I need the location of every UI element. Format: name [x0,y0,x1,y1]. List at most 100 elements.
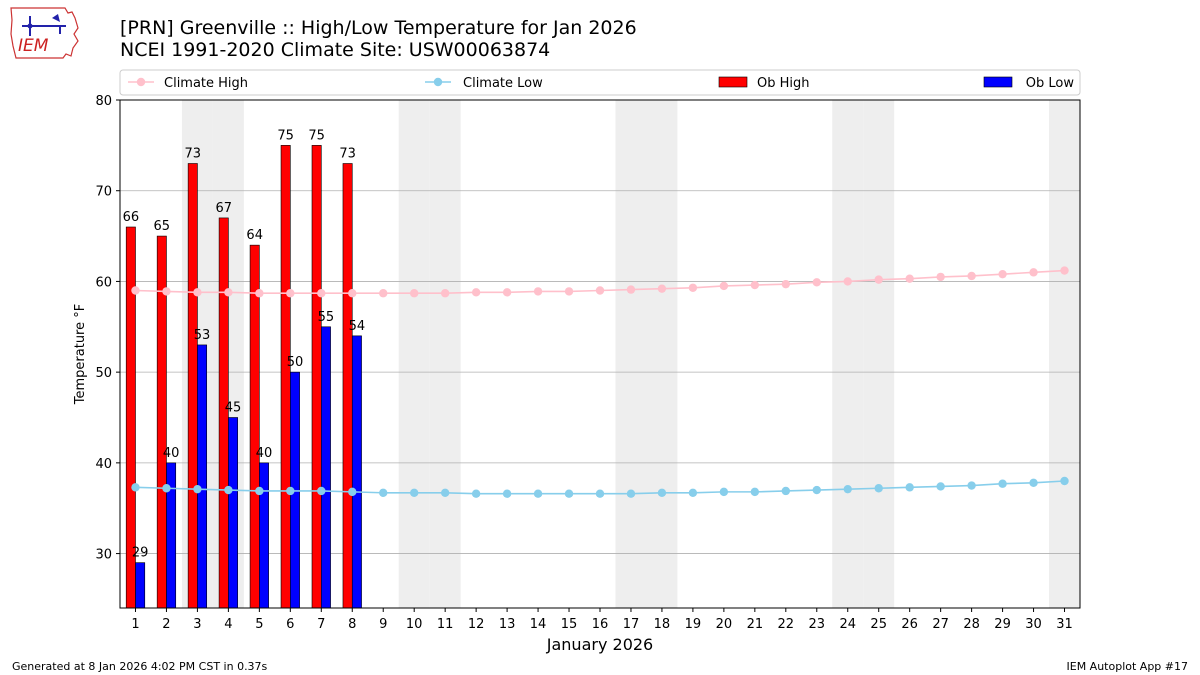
legend-ob-high-swatch [718,76,748,88]
y-tick-label: 60 [95,275,112,290]
x-tick-label: 23 [809,617,826,632]
climate-high-point [843,277,852,286]
weekend-band [646,100,678,608]
ob-low-bar [320,326,331,609]
climate-low-point [657,488,667,497]
ob-low-value-label: 53 [194,328,211,343]
x-tick-label: 27 [932,617,949,632]
climate-high-point [440,289,450,298]
climate-low-point [286,486,295,496]
climate-high-point [750,280,760,290]
climate-low-point [874,484,883,493]
climate-low-point [781,486,791,496]
y-tick-label: 40 [95,457,112,472]
legend-climate-high-marker [136,77,146,87]
weekend-band [832,100,864,608]
climate-high-point [1029,268,1038,277]
climate-low-point [719,487,729,497]
legend-box [119,69,1081,96]
climate-low-point [843,484,852,494]
x-tick-label: 25 [870,617,887,632]
climate-high-point [1060,266,1069,275]
climate-low-point [193,484,202,494]
ob-low-bar [228,417,238,609]
climate-high-point [502,288,512,297]
ob-high-value-label: 65 [154,219,171,234]
climate-high-point [905,274,914,283]
climate-high-point [255,289,264,298]
climate-low-point [409,488,419,497]
climate-low-point [626,489,636,498]
x-tick-label: 29 [994,617,1011,632]
legend-ob-low-label: Ob Low [1026,76,1075,91]
climate-high-point [936,272,945,282]
x-tick-label: 26 [901,617,918,632]
climate-high-point [626,285,636,294]
ob-high-value-label: 66 [123,210,140,225]
x-tick-label: 6 [286,617,294,632]
x-tick-label: 31 [1056,617,1073,632]
climate-high-point [874,275,883,284]
iem-logo: IEM [8,6,84,64]
chart-title-block: [PRN] Greenville :: High/Low Temperature… [120,17,637,61]
legend-ob-high-label: Ob High [757,76,810,91]
y-tick-label: 80 [95,94,112,109]
x-tick-label: 1 [131,617,139,632]
climate-low-point [595,489,605,498]
climate-low-point [812,485,821,495]
climate-low-point [348,487,357,497]
climate-high-point [781,279,791,289]
x-tick-label: 16 [592,617,609,632]
x-axis-label: January 2026 [546,635,653,654]
ob-high-value-label: 73 [185,147,202,162]
x-tick-label: 12 [468,617,485,632]
app-id-label: IEM Autoplot App #17 [1066,660,1189,673]
climate-low-point [255,486,264,496]
climate-high-point [193,288,202,297]
weekend-band [398,100,430,608]
ob-low-value-label: 40 [163,446,180,461]
climate-low-point [750,487,760,497]
climate-low-point [905,483,914,492]
climate-high-point [657,284,667,293]
climate-low-point [131,483,140,492]
ob-high-value-label: 67 [215,201,232,216]
climate-high-point [998,269,1007,279]
x-tick-label: 9 [379,617,387,632]
climate-high-point [967,271,976,281]
x-tick-label: 15 [561,617,578,632]
ob-low-value-label: 40 [256,446,273,461]
climate-low-point [967,481,976,490]
x-tick-label: 22 [778,617,795,632]
ob-low-bar [259,462,269,609]
x-tick-label: 11 [437,617,454,632]
y-tick-label: 50 [95,366,112,381]
climate-high-point [162,287,171,296]
climate-low-point [936,482,945,491]
ob-high-value-label: 73 [339,147,356,162]
chart-title: [PRN] Greenville :: High/Low Temperature… [120,17,637,39]
climate-low-point [379,488,388,497]
climate-low-point [998,479,1007,488]
x-tick-label: 20 [716,617,733,632]
ob-high-bar [249,244,260,609]
legend-climate-low-label: Climate Low [463,76,543,91]
climate-high-point [131,286,140,295]
ob-high-bar [187,163,198,609]
climate-low-point [688,488,698,497]
climate-high-point [595,286,605,295]
x-tick-label: 24 [839,617,856,632]
ob-low-value-label: 55 [318,310,335,325]
ob-low-value-label: 50 [287,355,304,370]
climate-high-point [564,287,574,296]
logo-text: IEM [18,36,49,56]
climate-low-point [224,485,233,495]
climate-high-point [471,288,481,297]
x-tick-label: 5 [255,617,263,632]
climate-low-point [533,489,543,498]
climate-low-point [317,486,326,496]
x-tick-label: 28 [963,617,980,632]
weekend-band [1049,100,1080,608]
climate-low-point [162,484,171,493]
ob-low-value-label: 54 [349,319,366,334]
